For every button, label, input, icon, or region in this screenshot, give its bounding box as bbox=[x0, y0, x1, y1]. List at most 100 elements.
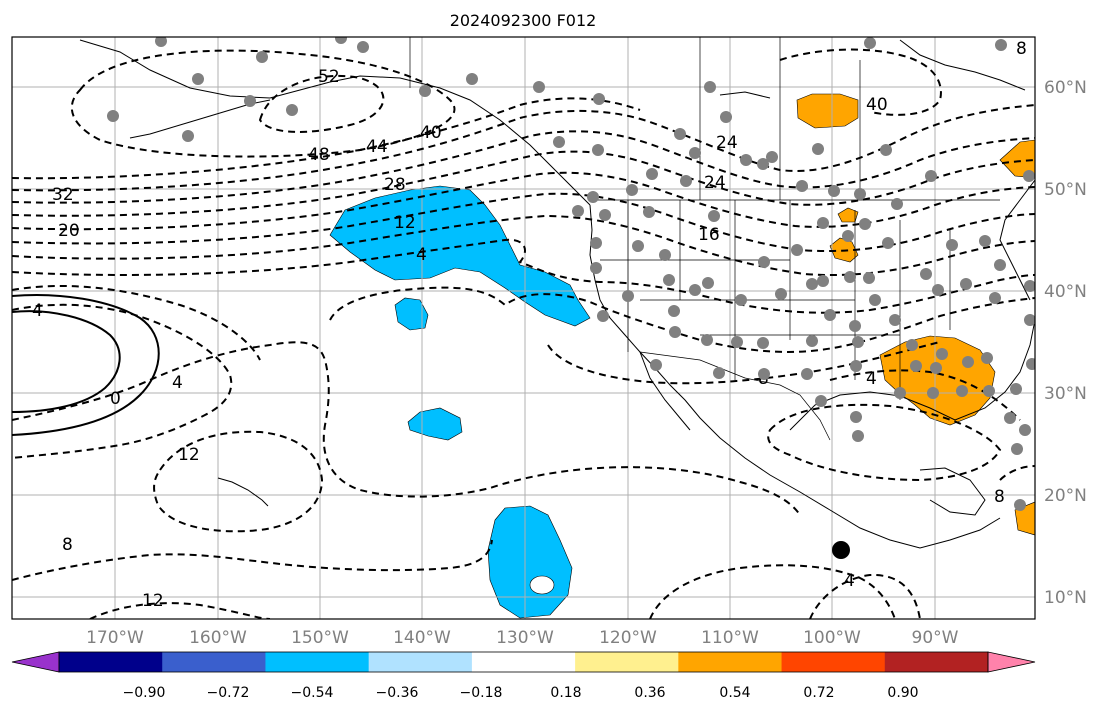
station-dot bbox=[817, 217, 829, 229]
station-dot bbox=[927, 387, 939, 399]
alaska-coast bbox=[79, 39, 591, 206]
station-dot bbox=[758, 256, 770, 268]
colorbar-tick-label: 0.72 bbox=[803, 685, 834, 701]
station-dot bbox=[674, 128, 686, 140]
station-dot bbox=[932, 284, 944, 296]
baffin bbox=[719, 91, 771, 99]
station-dots bbox=[107, 37, 1035, 511]
contour-label: 52 bbox=[318, 67, 340, 87]
hawaii bbox=[217, 477, 269, 507]
station-dot bbox=[989, 292, 1001, 304]
station-dot bbox=[357, 41, 369, 53]
contours bbox=[12, 48, 1035, 619]
contour-40-east bbox=[779, 48, 942, 116]
station-dot bbox=[689, 284, 701, 296]
station-dot bbox=[936, 348, 948, 360]
pos-region-midwest1 bbox=[837, 207, 859, 223]
contour-4-mexico bbox=[809, 573, 921, 619]
station-dot bbox=[244, 95, 256, 107]
contour-label: 4 bbox=[866, 369, 877, 389]
station-dot bbox=[590, 237, 602, 249]
colorbar-tick-label: −0.18 bbox=[460, 685, 503, 701]
station-dot bbox=[882, 237, 894, 249]
lat-label: 50°N bbox=[1044, 180, 1087, 200]
station-dot bbox=[757, 158, 769, 170]
contour-label: 28 bbox=[384, 175, 406, 195]
station-dot bbox=[419, 85, 431, 97]
station-dot bbox=[735, 294, 747, 306]
contour-label: 8 bbox=[1016, 39, 1027, 59]
contour-4-low bbox=[12, 303, 233, 459]
figure-title: 2024092300 F012 bbox=[450, 11, 597, 30]
station-dot bbox=[587, 191, 599, 203]
station-dot bbox=[806, 335, 818, 347]
lon-label: 170°W bbox=[86, 628, 144, 648]
station-dot bbox=[995, 39, 1007, 51]
station-dot bbox=[979, 235, 991, 247]
contour-40 bbox=[12, 104, 1035, 192]
station-dot bbox=[689, 147, 701, 159]
station-dot bbox=[850, 411, 862, 423]
neg-region-small1 bbox=[394, 297, 429, 331]
colorbar-tick-label: 0.90 bbox=[887, 685, 918, 701]
station-dot bbox=[668, 305, 680, 317]
latitude-labels: 60°N 50°N 40°N 30°N 20°N 10°N bbox=[1044, 78, 1087, 608]
contour-label: 8 bbox=[62, 535, 73, 555]
station-dot bbox=[842, 230, 854, 242]
contour-8-low bbox=[12, 284, 261, 361]
station-dot bbox=[815, 395, 827, 407]
station-dot bbox=[107, 110, 119, 122]
gridlines bbox=[12, 37, 1035, 619]
contour-label: 48 bbox=[308, 145, 330, 165]
contour-label: 40 bbox=[866, 95, 888, 115]
station-dot bbox=[659, 249, 671, 261]
contour-label: 4 bbox=[32, 301, 43, 321]
station-dot bbox=[859, 218, 871, 230]
colorbar-tick-label: 0.36 bbox=[634, 685, 665, 701]
borders bbox=[409, 37, 1000, 441]
contour-8-gulf bbox=[767, 403, 1002, 482]
station-dot bbox=[930, 362, 942, 374]
station-dot bbox=[806, 278, 818, 290]
station-dot bbox=[1011, 443, 1023, 455]
station-dot bbox=[766, 151, 778, 163]
station-dot bbox=[731, 336, 743, 348]
contour-label: 12 bbox=[394, 213, 416, 233]
colorbar-segment bbox=[471, 652, 576, 672]
station-dot bbox=[1004, 412, 1016, 424]
station-dot bbox=[643, 206, 655, 218]
station-dot bbox=[597, 310, 609, 322]
contour-4-east bbox=[829, 369, 1021, 421]
colorbar-segment bbox=[368, 652, 473, 672]
colorbar-tick-label: −0.54 bbox=[291, 685, 334, 701]
station-dot bbox=[849, 320, 861, 332]
colorbar-extend-high bbox=[987, 651, 1036, 673]
station-dot bbox=[791, 244, 803, 256]
station-dot bbox=[704, 81, 716, 93]
station-dot bbox=[863, 272, 875, 284]
station-dot bbox=[894, 387, 906, 399]
station-dot bbox=[906, 339, 918, 351]
neg-region-hole bbox=[529, 575, 555, 595]
contour-32 bbox=[12, 150, 1035, 217]
hudson-shore bbox=[899, 39, 1026, 91]
contour-label: 32 bbox=[52, 185, 74, 205]
station-dot bbox=[713, 367, 725, 379]
station-dot bbox=[256, 51, 268, 63]
contour-label: 44 bbox=[366, 137, 388, 157]
lat-label: 40°N bbox=[1044, 282, 1087, 302]
contour-label: 24 bbox=[716, 133, 738, 153]
station-dot bbox=[994, 259, 1006, 271]
colorbar-segment bbox=[781, 652, 886, 672]
colorbar-extend-low bbox=[11, 651, 60, 673]
station-dot bbox=[817, 275, 829, 287]
station-dot bbox=[680, 175, 692, 187]
station-dot bbox=[1024, 314, 1035, 326]
contour-48 bbox=[70, 49, 456, 158]
contour-8-southwest bbox=[12, 539, 493, 581]
contour-label: 20 bbox=[58, 221, 80, 241]
station-dot bbox=[626, 184, 638, 196]
station-dot bbox=[669, 326, 681, 338]
contour-label: 12 bbox=[142, 591, 164, 611]
station-dot bbox=[850, 360, 862, 372]
